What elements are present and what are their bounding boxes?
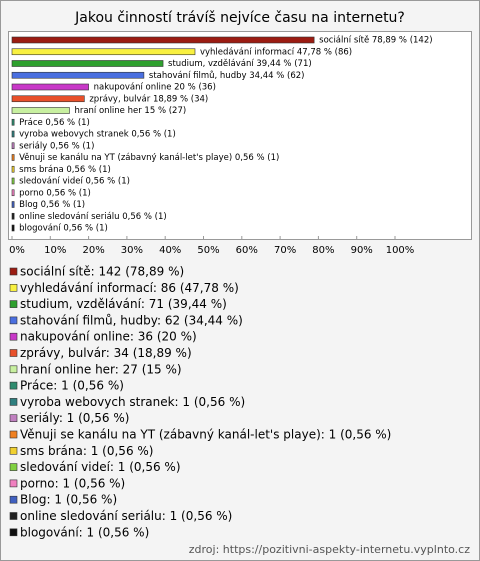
x-tick-label: 80%: [312, 245, 334, 256]
legend-label: zprávy, bulvár: 34 (18,89 %): [20, 346, 192, 360]
bar: [11, 189, 15, 197]
bar: [11, 83, 89, 91]
bar: [11, 71, 145, 79]
bar: [11, 177, 15, 185]
bar: [11, 142, 15, 150]
legend-label: sms brána: 1 (0,56 %): [20, 444, 153, 458]
value-label: Blog 0,56 % (1): [19, 200, 85, 210]
bar: [11, 165, 15, 173]
legend-swatch: [9, 365, 18, 374]
x-tick-label: 50%: [197, 245, 219, 256]
value-label: zprávy, bulvár 18,89 % (34): [89, 94, 208, 104]
x-tick-label: 100%: [386, 245, 415, 256]
legend-label: Práce: 1 (0,56 %): [20, 379, 124, 393]
chart-title: Jakou činností trávíš nejvíce času na in…: [74, 10, 405, 26]
legend-swatch: [9, 349, 18, 357]
legend-swatch: [9, 283, 18, 292]
x-tick-label: 60%: [236, 245, 258, 256]
bar: [11, 36, 315, 44]
legend-label: hraní online her: 27 (15 %): [20, 362, 182, 376]
value-label: Práce 0,56 % (1): [19, 118, 90, 128]
legend-swatch: [9, 512, 18, 520]
value-label: vyhledávání informací 47,78 % (86): [200, 47, 352, 57]
legend-label: stahování filmů, hudby: 62 (34,44 %): [20, 313, 243, 327]
legend-label: vyroba webovych stranek: 1 (0,56 %): [20, 395, 245, 409]
x-tick-label: 0%: [9, 245, 25, 256]
legend-swatch: [9, 381, 18, 390]
legend-label: Věnuji se kanálu na YT (zábavný kanál-le…: [20, 428, 391, 442]
legend-swatch: [9, 495, 18, 504]
value-label: Věnuji se kanálu na YT (zábavný kanál-le…: [19, 153, 279, 163]
bar: [11, 201, 15, 208]
legend-label: studium, vzdělávání: 71 (39,44 %): [20, 297, 227, 311]
legend-label: vyhledávání informací: 86 (47,78 %): [20, 281, 239, 295]
legend-label: Blog: 1 (0,56 %): [20, 493, 117, 507]
bar: [11, 107, 70, 114]
value-label: sms brána 0,56 % (1): [19, 165, 111, 175]
legend-swatch: [9, 528, 18, 537]
bar: [11, 224, 15, 232]
value-label: online sledování seriálu 0,56 % (1): [19, 212, 167, 222]
value-label: seriály 0,56 % (1): [19, 141, 94, 151]
x-tick-label: 10%: [44, 245, 66, 256]
value-label: hraní online her 15 % (27): [74, 106, 186, 116]
bar: [11, 60, 164, 67]
bar: [11, 48, 196, 56]
legend-label: sledování videí: 1 (0,56 %): [20, 460, 181, 474]
legend-swatch: [9, 430, 18, 439]
legend-swatch: [9, 463, 18, 471]
legend-swatch: [9, 398, 18, 406]
legend-swatch: [9, 332, 18, 341]
value-label: stahování filmů, hudby 34,44 % (62): [149, 70, 305, 81]
legend-label: porno: 1 (0,56 %): [20, 476, 125, 490]
x-tick-label: 90%: [351, 245, 373, 256]
x-tick-label: 30%: [121, 245, 143, 256]
legend-swatch: [9, 446, 18, 455]
legend-swatch: [9, 414, 18, 423]
legend-label: online sledování seriálu: 1 (0,56 %): [20, 509, 232, 523]
legend-label: nakupování online: 36 (20 %): [20, 330, 197, 344]
x-tick-label: 40%: [159, 245, 181, 256]
value-label: blogování 0,56 % (1): [19, 224, 108, 234]
x-tick-label: 20%: [82, 245, 104, 256]
bar: [11, 154, 15, 161]
legend-label: sociální sítě: 142 (78,89 %): [20, 265, 184, 279]
bar: [11, 212, 15, 220]
value-label: vyroba webovych stranek 0,56 % (1): [19, 130, 176, 140]
value-label: porno 0,56 % (1): [19, 188, 91, 198]
legend-swatch: [9, 267, 18, 276]
legend-swatch: [9, 316, 18, 325]
value-label: studium, vzdělávání 39,44 % (71): [168, 59, 312, 69]
value-label: nakupování online 20 % (36): [94, 83, 216, 93]
legend-label: blogování: 1 (0,56 %): [20, 525, 149, 539]
legend-swatch: [9, 479, 18, 488]
legend-label: seriály: 1 (0,56 %): [20, 411, 129, 425]
x-tick-label: 70%: [274, 245, 296, 256]
bar: [11, 118, 15, 126]
value-label: sledování videí 0,56 % (1): [19, 177, 130, 187]
value-label: sociální sítě 78,89 % (142): [319, 36, 432, 46]
bar: [11, 130, 15, 138]
legend-swatch: [9, 300, 18, 308]
bar: [11, 95, 85, 103]
source: zdroj: https://pozitivni-aspekty-interne…: [189, 543, 470, 556]
